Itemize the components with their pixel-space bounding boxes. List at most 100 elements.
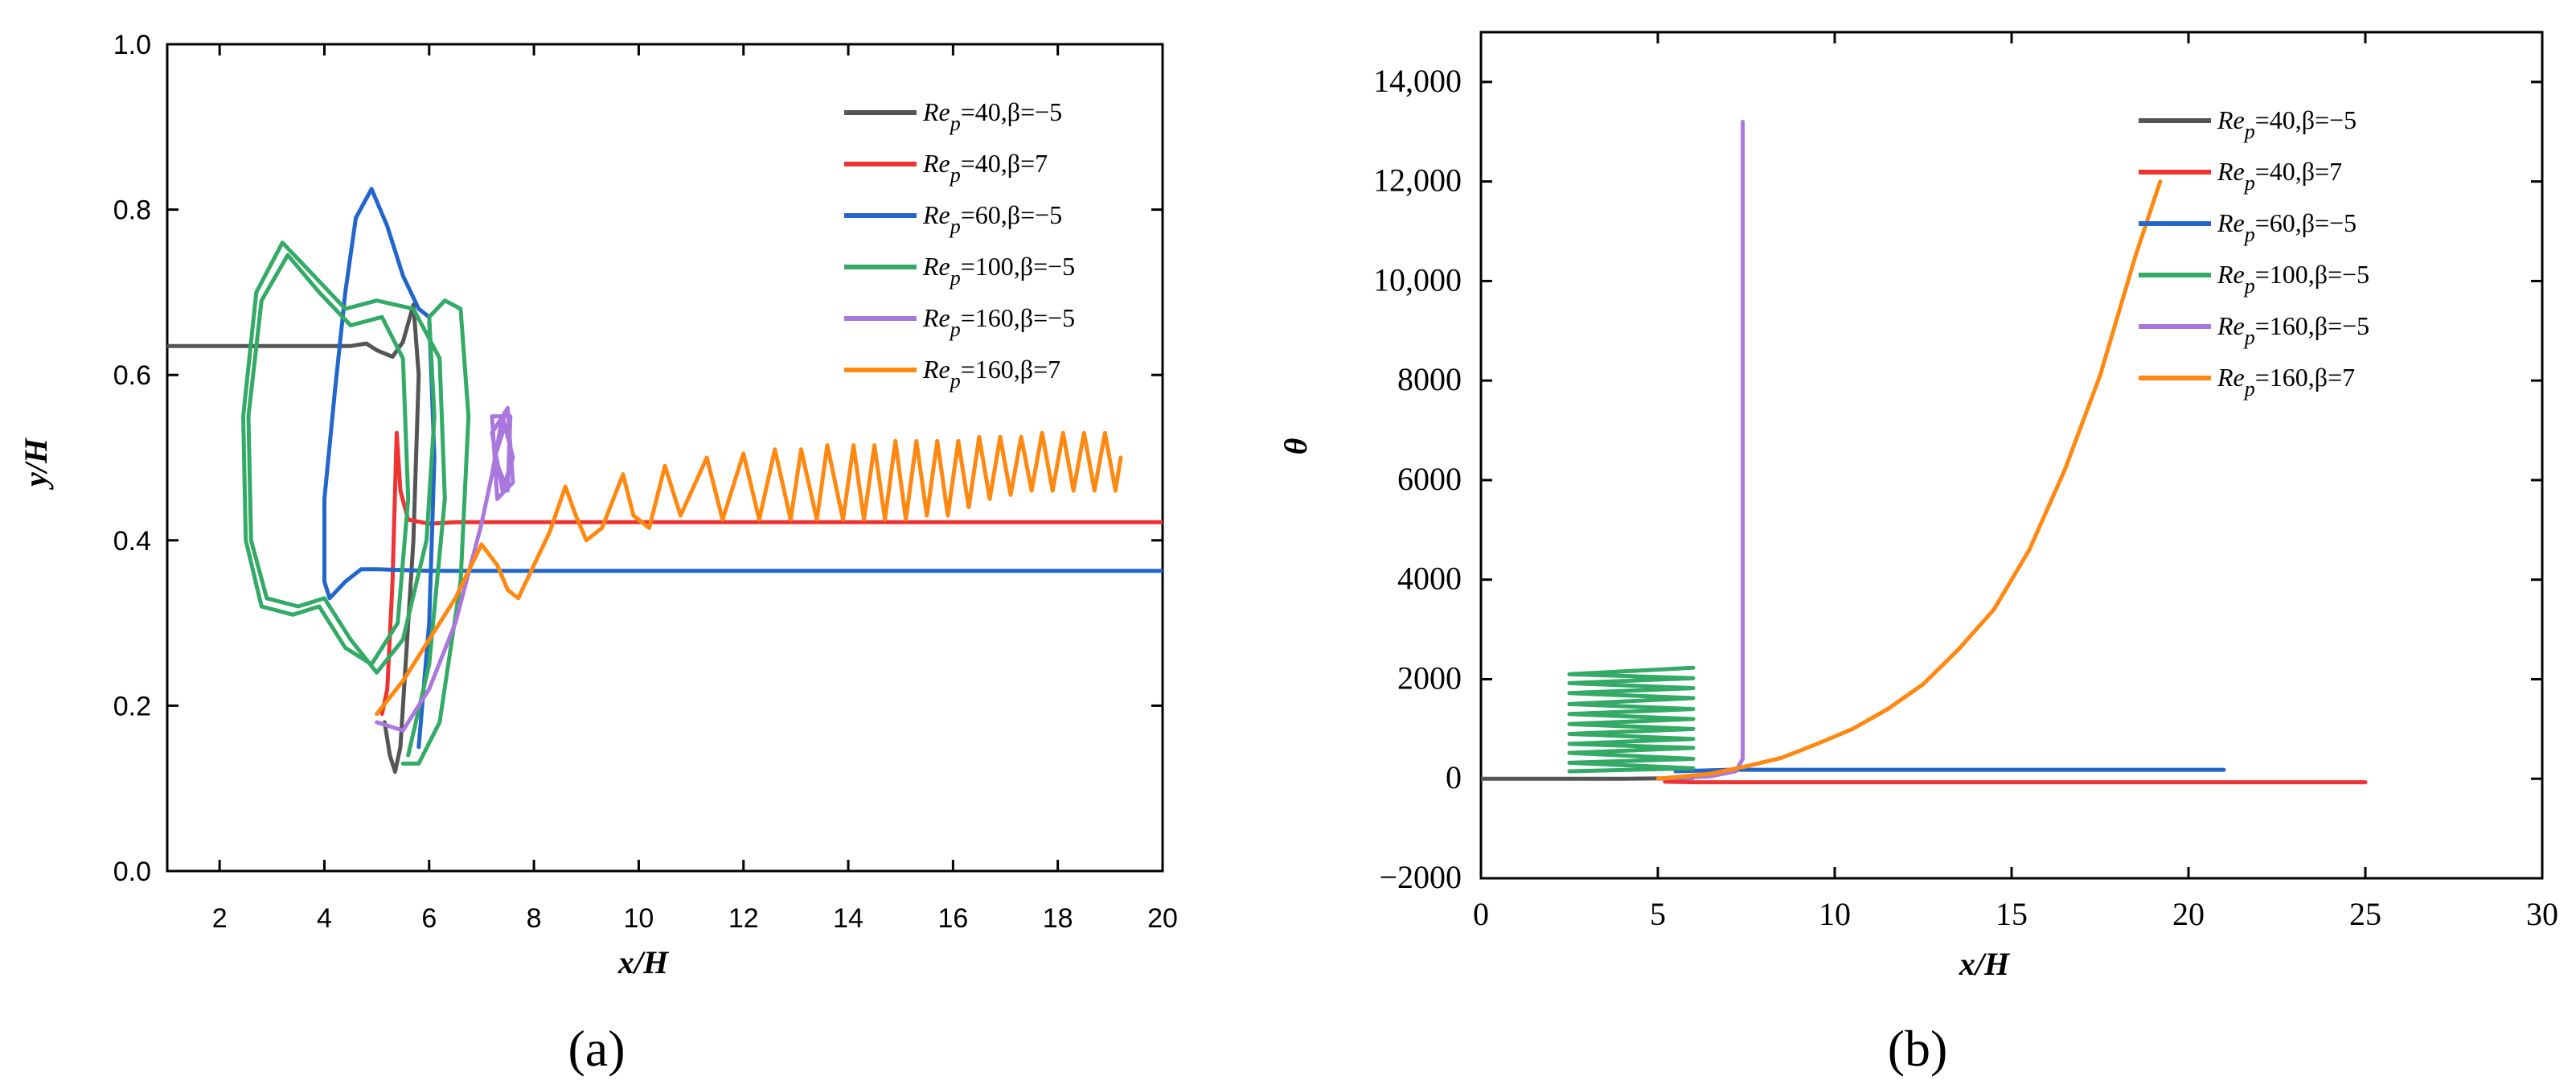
chart-panel-b: 0 5 10 15 20 25 30 −2000 0 2000 4000 6000 8000 10,000… bbox=[1278, 31, 2558, 1077]
legend-rest: =160,β=7 bbox=[961, 355, 1060, 384]
x-tick-label: 10 bbox=[624, 903, 654, 934]
series-line-5 bbox=[1655, 179, 2163, 781]
x-tick-label: 8 bbox=[527, 903, 542, 934]
y-tick-label: 4000 bbox=[1397, 561, 1462, 597]
series-line-5 bbox=[375, 430, 1123, 717]
legend-rest: =160,β=7 bbox=[2255, 363, 2355, 392]
x-tick-label: 14 bbox=[833, 903, 863, 934]
legend-entry-0: Rep=40,β=−5 bbox=[922, 97, 1062, 135]
x-tick-label: 12 bbox=[728, 903, 759, 934]
legend-sub: p bbox=[2243, 377, 2255, 401]
y-tick-label: 2000 bbox=[1397, 660, 1462, 696]
y-axis-label: θ bbox=[1278, 438, 1314, 454]
legend-re: Re bbox=[2217, 157, 2245, 186]
legend: Rep=40,β=−5Rep=40,β=7Rep=60,β=−5Rep=100,… bbox=[2139, 105, 2369, 401]
legend-sub: p bbox=[949, 215, 961, 238]
legend-entry-4: Rep=160,β=−5 bbox=[922, 303, 1075, 341]
series-line-1 bbox=[379, 430, 1163, 717]
series-group bbox=[1481, 119, 2368, 785]
chart-panel-a: 2 4 6 8 10 12 14 16 18 20 0.0 0.2 0.4 0.6 0.8 1.0 x/H y/H… bbox=[18, 30, 1178, 1077]
series-group bbox=[167, 187, 1163, 775]
legend-rest: =40,β=−5 bbox=[961, 97, 1062, 126]
legend-sub: p bbox=[949, 163, 961, 187]
legend-entry-5: Rep=160,β=7 bbox=[2217, 363, 2355, 401]
x-tick-label: 25 bbox=[2349, 896, 2381, 932]
legend-sub: p bbox=[2243, 120, 2255, 143]
y-tick-label: 0.8 bbox=[113, 195, 151, 226]
legend: Rep=40,β=−5Rep=40,β=7Rep=60,β=−5Rep=100,… bbox=[844, 97, 1075, 392]
legend-sub: p bbox=[2243, 326, 2255, 349]
legend-re: Re bbox=[922, 97, 950, 126]
legend-re: Re bbox=[922, 149, 950, 178]
legend-sub: p bbox=[949, 369, 961, 392]
y-tick-label: −2000 bbox=[1379, 859, 1462, 895]
x-tick-label: 5 bbox=[1650, 896, 1666, 932]
x-tick-label: 20 bbox=[1147, 903, 1178, 934]
legend-re: Re bbox=[2217, 105, 2245, 134]
y-axis-label: y/H bbox=[18, 437, 54, 490]
legend-re: Re bbox=[2217, 363, 2245, 392]
x-tick-label: 20 bbox=[2172, 896, 2205, 932]
x-tick-label: 10 bbox=[1819, 896, 1851, 932]
series-line-0 bbox=[167, 302, 421, 775]
x-tick-label: 0 bbox=[1473, 896, 1489, 932]
legend-re: Re bbox=[2217, 208, 2245, 237]
series-line-2 bbox=[1673, 767, 2226, 774]
panel-caption: (a) bbox=[568, 1020, 625, 1077]
y-tick-label: 0.2 bbox=[113, 691, 151, 721]
legend-rest: =60,β=−5 bbox=[2255, 208, 2357, 237]
x-tick-label: 4 bbox=[317, 903, 332, 934]
y-tick-label: 14,000 bbox=[1373, 63, 1462, 99]
legend-re: Re bbox=[922, 303, 950, 332]
legend-entry-2: Rep=60,β=−5 bbox=[922, 200, 1062, 238]
legend-entry-1: Rep=40,β=7 bbox=[922, 149, 1048, 187]
legend-entry-5: Rep=160,β=7 bbox=[922, 355, 1060, 392]
legend-entry-1: Rep=40,β=7 bbox=[2217, 157, 2342, 195]
series-line-1 bbox=[1663, 779, 2368, 785]
x-axis-label: x/H bbox=[1959, 946, 2011, 982]
x-tick-label: 6 bbox=[421, 903, 437, 934]
legend-entry-2: Rep=60,β=−5 bbox=[2217, 208, 2357, 246]
legend-entry-0: Rep=40,β=−5 bbox=[2217, 105, 2357, 143]
y-tick-label: 1.0 bbox=[113, 30, 151, 60]
series-line-3 bbox=[1567, 665, 1696, 774]
y-tick-label: 6000 bbox=[1397, 461, 1462, 497]
x-tick-label: 16 bbox=[937, 903, 968, 934]
y-tick-label: 0.6 bbox=[113, 360, 151, 391]
legend-rest: =40,β=7 bbox=[2255, 157, 2342, 186]
series-line-4 bbox=[375, 405, 515, 733]
y-tick-label: 0 bbox=[1446, 759, 1462, 795]
y-tick-label: 0.0 bbox=[113, 857, 151, 887]
legend-sub: p bbox=[949, 318, 961, 341]
legend-sub: p bbox=[949, 112, 961, 135]
y-tick-label: 0.4 bbox=[113, 526, 151, 557]
legend-re: Re bbox=[922, 355, 950, 384]
x-tick-label: 18 bbox=[1043, 903, 1073, 934]
x-axis-label: x/H bbox=[617, 944, 670, 980]
legend-re: Re bbox=[2217, 311, 2245, 340]
y-tick-label: 10,000 bbox=[1373, 261, 1462, 298]
legend-sub: p bbox=[2243, 223, 2255, 246]
legend-re: Re bbox=[2217, 260, 2245, 289]
legend-re: Re bbox=[922, 252, 950, 281]
y-tick-label: 12,000 bbox=[1373, 162, 1462, 199]
legend-re: Re bbox=[922, 200, 950, 229]
x-tick-label: 15 bbox=[1996, 896, 2028, 932]
legend-rest: =100,β=−5 bbox=[961, 252, 1075, 281]
legend-entry-4: Rep=160,β=−5 bbox=[2217, 311, 2369, 349]
y-tick-label: 8000 bbox=[1397, 361, 1462, 397]
x-tick-label: 30 bbox=[2526, 896, 2558, 932]
legend-sub: p bbox=[2243, 274, 2255, 298]
legend-entry-3: Rep=100,β=−5 bbox=[2217, 260, 2369, 298]
legend-rest: =160,β=−5 bbox=[961, 303, 1075, 332]
panel-caption: (b) bbox=[1888, 1020, 1948, 1077]
legend-sub: p bbox=[949, 266, 961, 290]
legend-entry-3: Rep=100,β=−5 bbox=[922, 252, 1075, 290]
legend-rest: =60,β=−5 bbox=[961, 200, 1062, 229]
legend-rest: =40,β=7 bbox=[961, 149, 1048, 178]
x-tick-label: 2 bbox=[212, 903, 228, 934]
legend-rest: =40,β=−5 bbox=[2255, 105, 2357, 134]
legend-rest: =100,β=−5 bbox=[2255, 260, 2369, 289]
series-line-3 bbox=[241, 240, 471, 766]
